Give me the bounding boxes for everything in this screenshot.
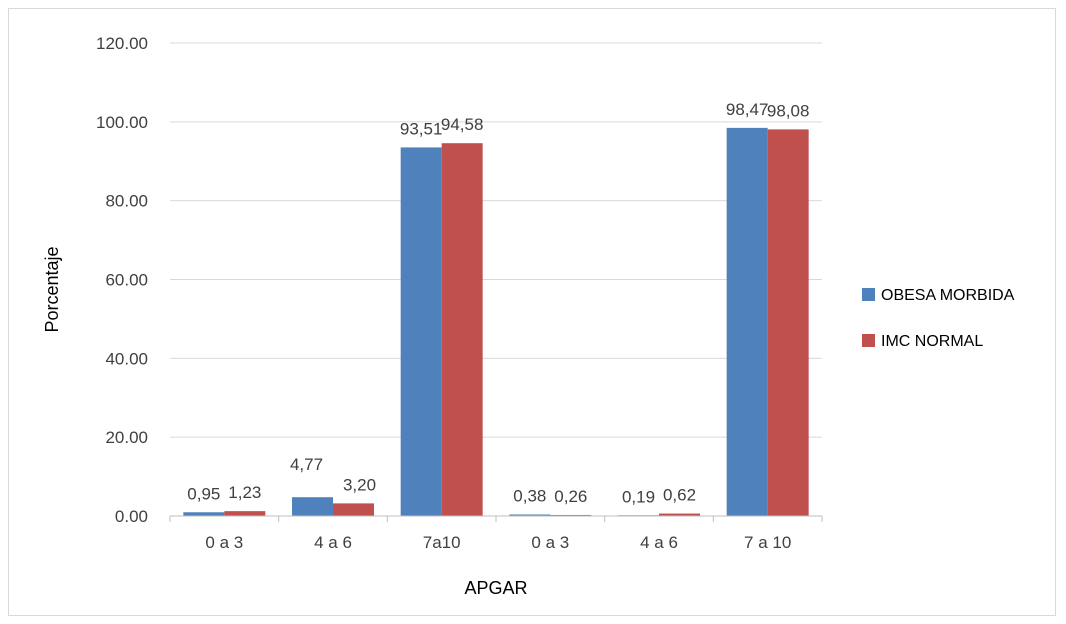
y-tick-label: 20.00 bbox=[105, 428, 148, 447]
data-label: 4,77 bbox=[290, 455, 323, 474]
x-tick-label: 0 a 3 bbox=[205, 533, 243, 552]
data-label: 98,08 bbox=[767, 101, 810, 120]
y-tick-label: 0.00 bbox=[115, 507, 148, 526]
y-tick-label: 60.00 bbox=[105, 271, 148, 290]
legend-swatch bbox=[862, 334, 875, 347]
bar bbox=[292, 497, 333, 516]
y-tick-label: 80.00 bbox=[105, 192, 148, 211]
data-label: 98,47 bbox=[726, 100, 769, 119]
x-tick-label: 4 a 6 bbox=[640, 533, 678, 552]
legend-label: OBESA MORBIDA bbox=[881, 287, 1015, 304]
x-axis-ticks: 0 a 3 4 a 6 7a10 0 a 3 4 a 6 7 a 10 bbox=[169, 516, 823, 552]
data-label: 0,19 bbox=[622, 487, 655, 506]
bar bbox=[509, 514, 551, 516]
bar bbox=[224, 511, 266, 516]
data-label: 0,26 bbox=[554, 487, 587, 506]
x-tick-label: 7a10 bbox=[423, 533, 461, 552]
legend-label: IMC NORMAL bbox=[881, 333, 983, 350]
data-label: 94,58 bbox=[441, 115, 484, 134]
y-axis-title: Porcentaje bbox=[42, 246, 62, 332]
bars bbox=[183, 127, 809, 517]
bar bbox=[400, 147, 442, 517]
legend: OBESA MORBIDA IMC NORMAL bbox=[862, 287, 1015, 350]
data-label: 1,23 bbox=[228, 483, 261, 502]
bar bbox=[726, 127, 768, 517]
gridlines bbox=[170, 42, 822, 438]
data-label: 0,95 bbox=[187, 484, 220, 503]
data-label: 93,51 bbox=[400, 119, 443, 138]
bar bbox=[767, 129, 809, 516]
x-axis-title: APGAR bbox=[464, 578, 527, 598]
data-label: 0,38 bbox=[513, 487, 546, 506]
bar bbox=[659, 513, 700, 516]
bar bbox=[183, 512, 225, 516]
data-label: 3,20 bbox=[343, 475, 376, 494]
y-tick-label: 120.00 bbox=[96, 34, 148, 53]
x-tick-label: 0 a 3 bbox=[531, 533, 569, 552]
y-tick-label: 100.00 bbox=[96, 113, 148, 132]
x-tick-label: 4 a 6 bbox=[314, 533, 352, 552]
y-axis-ticks: 0.00 20.00 40.00 60.00 80.00 100.00 120.00 bbox=[96, 34, 148, 526]
legend-swatch bbox=[862, 288, 875, 301]
data-label: 0,62 bbox=[663, 486, 696, 505]
x-tick-label: 7 a 10 bbox=[744, 533, 791, 552]
bar bbox=[441, 143, 483, 516]
bar bbox=[333, 503, 374, 516]
bar bbox=[550, 514, 592, 516]
y-tick-label: 40.00 bbox=[105, 349, 148, 368]
